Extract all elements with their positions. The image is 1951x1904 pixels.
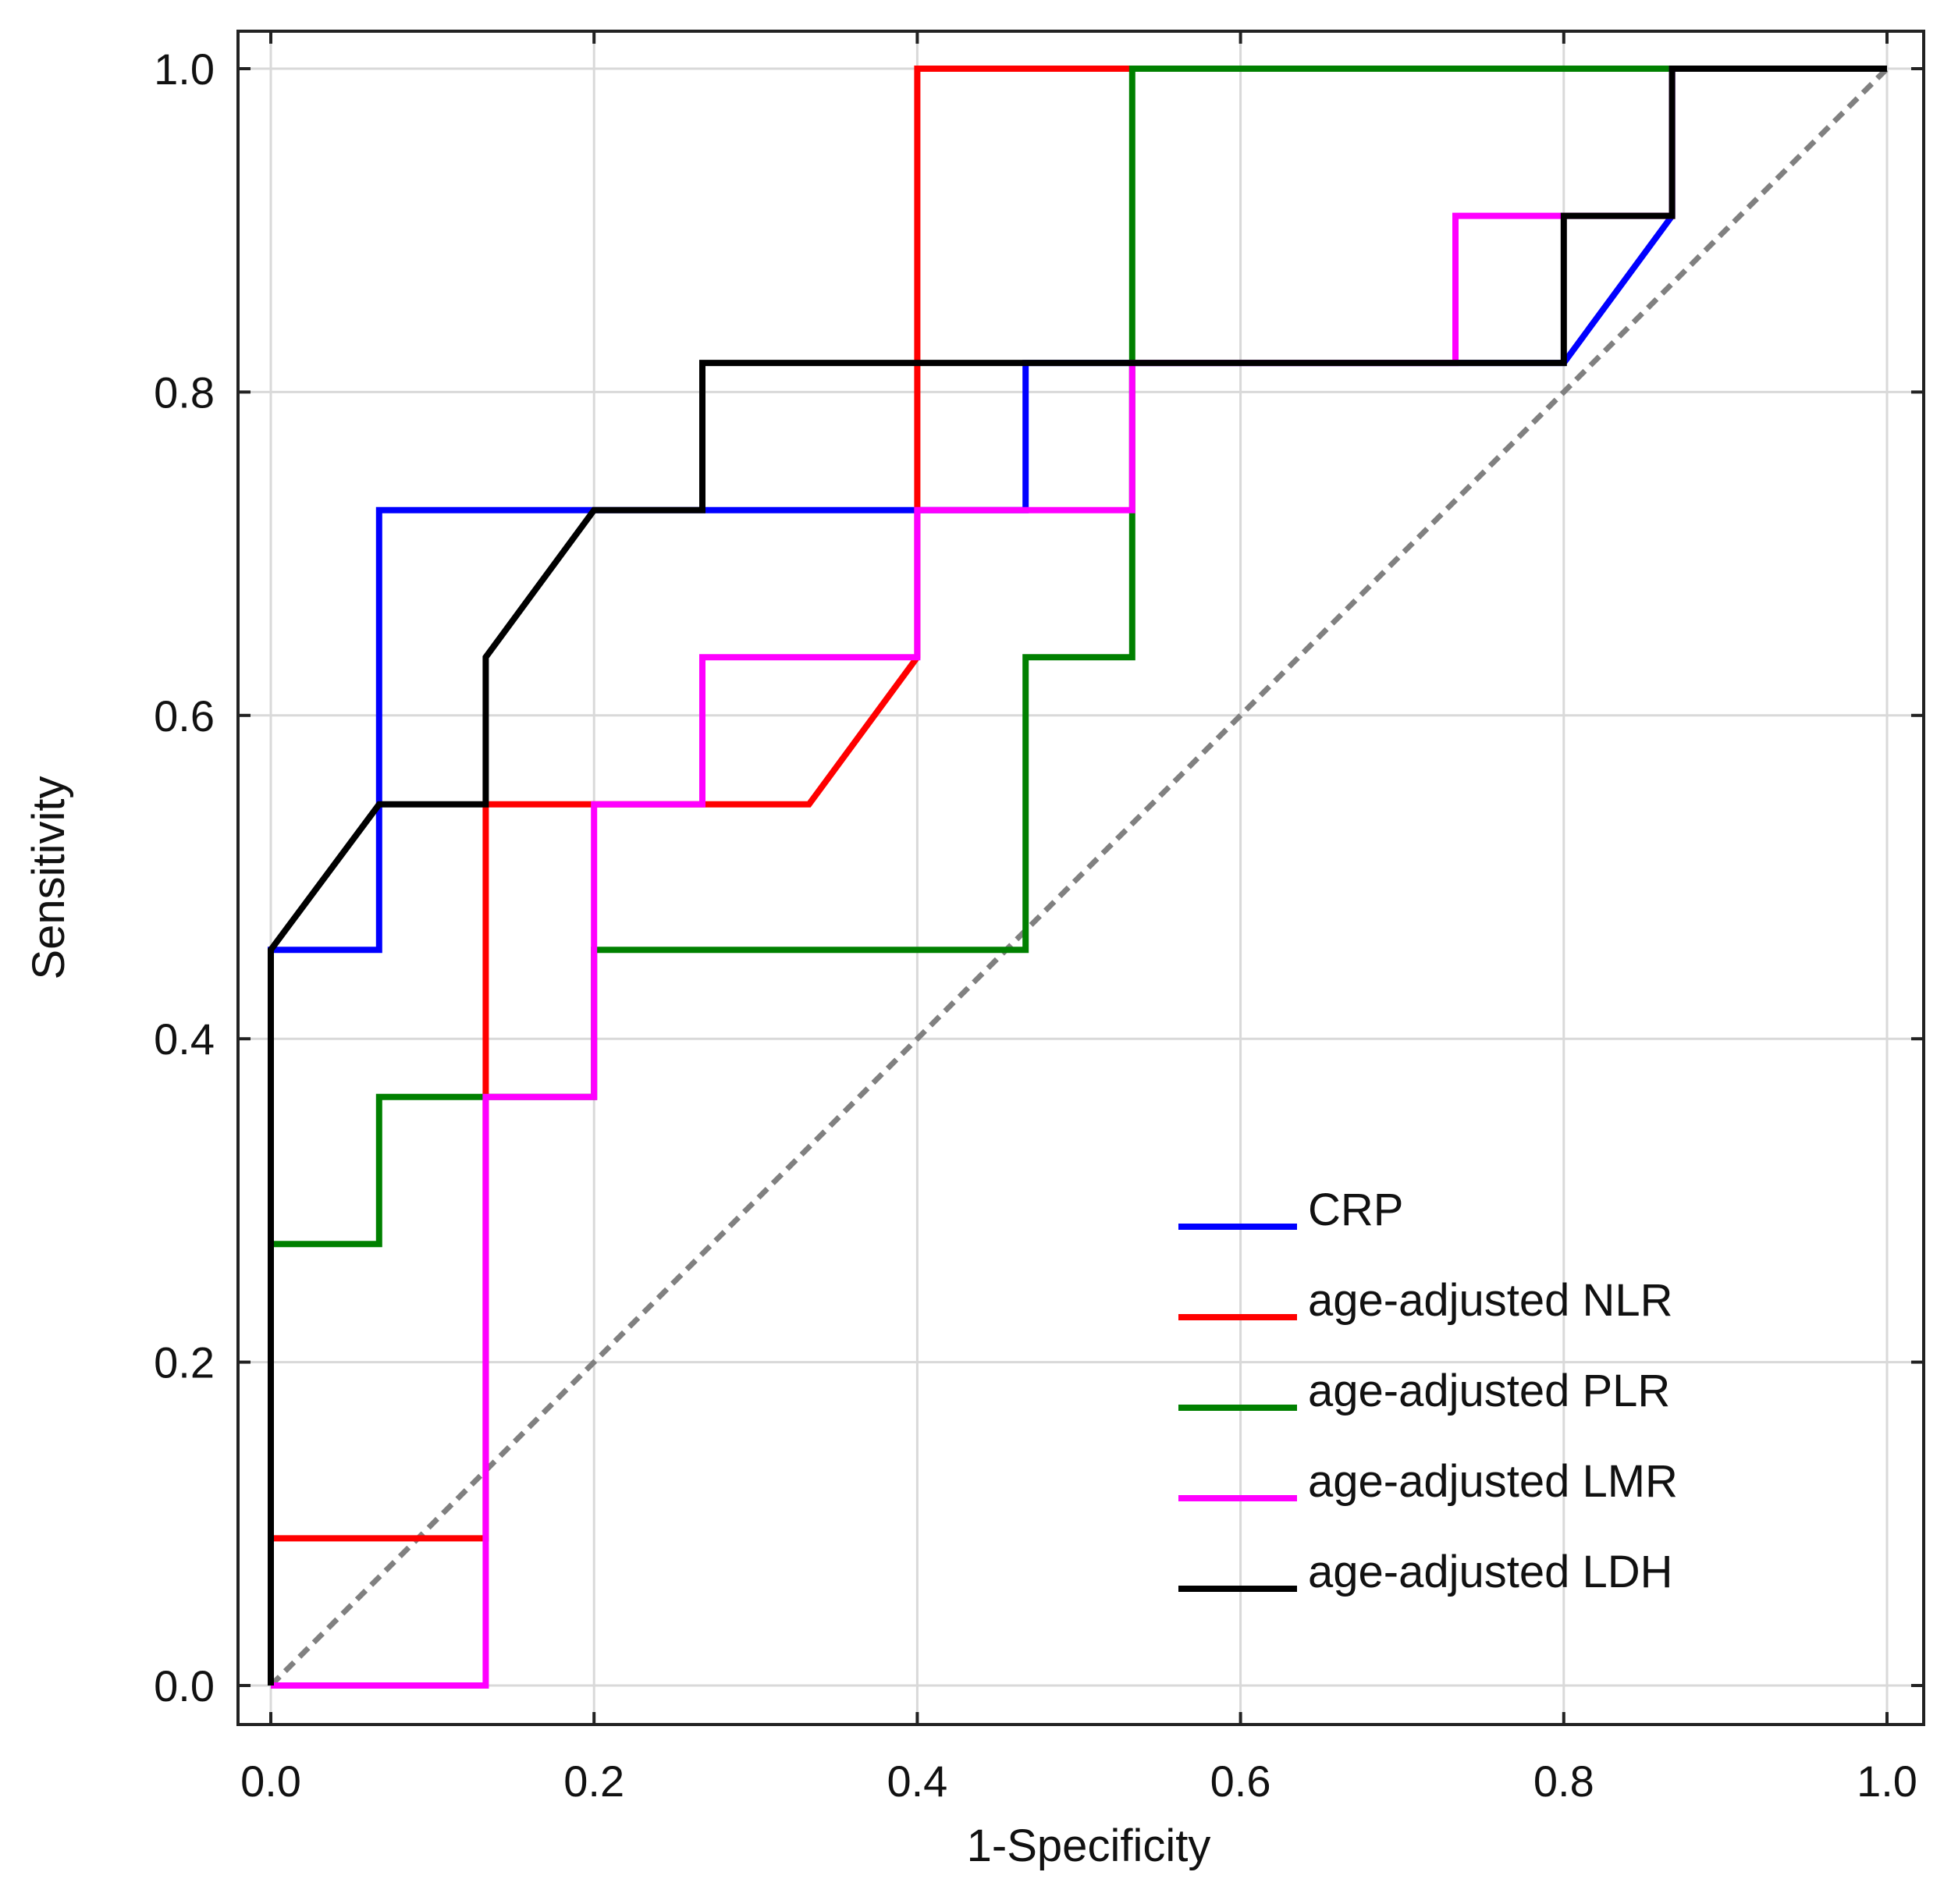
- x-axis-title: 1-Specificity: [967, 1821, 1211, 1871]
- legend-label-age-adjusted-ldh: age-adjusted LDH: [1308, 1547, 1673, 1597]
- x-tick-label: 0.6: [1210, 1757, 1271, 1806]
- y-tick-label: 0.2: [154, 1338, 215, 1387]
- legend-label-age-adjusted-lmr: age-adjusted LMR: [1308, 1456, 1678, 1507]
- legend-label-crp: CRP: [1308, 1185, 1403, 1235]
- x-tick-label: 0.0: [240, 1757, 301, 1806]
- series-layer: [268, 66, 1887, 1689]
- y-tick-label: 0.8: [154, 368, 215, 417]
- reference-line-layer: [268, 66, 1889, 1688]
- legend-label-age-adjusted-nlr: age-adjusted NLR: [1308, 1275, 1673, 1326]
- y-tick-label: 0.6: [154, 691, 215, 741]
- axis-ticks: 0.0 0.2 0.4 0.6 0.8 1.0 0.0 0.2 0.4 0.6 0.8 1.0: [154, 31, 1924, 1806]
- x-tick-label: 0.8: [1533, 1757, 1594, 1806]
- reference-diagonal-line: [268, 66, 1889, 1688]
- y-tick-label: 0.4: [154, 1014, 215, 1064]
- x-tick-label: 0.4: [887, 1757, 947, 1806]
- plot-frame: [236, 30, 1925, 1726]
- legend: CRP age-adjusted NLR age-adjusted PLR age-a…: [1178, 1185, 1678, 1597]
- x-tick-label: 0.2: [563, 1757, 624, 1806]
- y-tick-label: 1.0: [154, 44, 215, 94]
- y-tick-label: 0.0: [154, 1661, 215, 1710]
- legend-label-age-adjusted-plr: age-adjusted PLR: [1308, 1366, 1670, 1416]
- x-tick-label: 1.0: [1857, 1757, 1917, 1806]
- series-line-age-adjusted-ldh: [268, 66, 1887, 1686]
- y-axis-title: Sensitivity: [23, 776, 74, 979]
